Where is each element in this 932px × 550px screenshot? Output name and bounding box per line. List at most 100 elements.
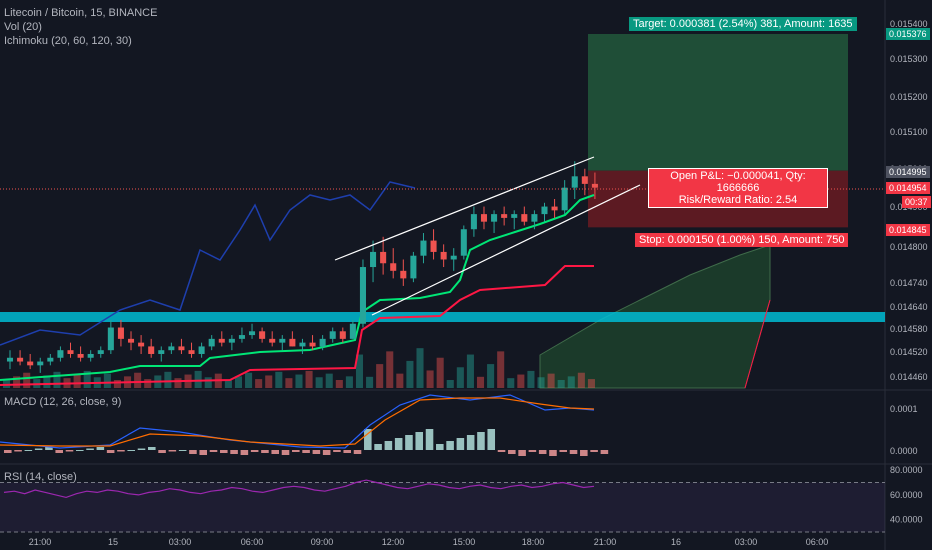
volume-bar bbox=[305, 370, 313, 388]
candle-body bbox=[87, 353, 94, 358]
price-axis-tick: 0.014580 bbox=[890, 324, 928, 334]
macd-histogram-bar bbox=[24, 450, 33, 451]
macd-legend: MACD (12, 26, close, 9) bbox=[4, 396, 122, 408]
candle-body bbox=[269, 338, 276, 343]
volume-bar bbox=[406, 360, 414, 388]
macd-histogram-bar bbox=[415, 432, 424, 450]
volume-bar bbox=[204, 377, 212, 388]
base-line bbox=[0, 265, 594, 386]
time-axis-tick: 03:00 bbox=[735, 537, 758, 547]
candle-body bbox=[259, 331, 266, 339]
macd-histogram-bar bbox=[158, 450, 166, 453]
lagging-span bbox=[0, 181, 416, 346]
target-label[interactable]: Target: 0.000381 (2.54%) 381, Amount: 16… bbox=[629, 17, 857, 31]
price-axis-tick: 0.014640 bbox=[890, 302, 928, 312]
price-axis-tick: 0.014800 bbox=[890, 242, 928, 252]
candle-body bbox=[228, 338, 235, 343]
channel-lower-line bbox=[371, 184, 641, 316]
volume-bar bbox=[43, 375, 51, 388]
entry-price-tag: 0.014995 bbox=[886, 166, 930, 178]
candle-body bbox=[581, 176, 588, 184]
time-axis-tick: 09:00 bbox=[311, 537, 334, 547]
volume-bar bbox=[275, 371, 283, 388]
volume-bar bbox=[53, 371, 61, 388]
volume-bar bbox=[567, 376, 575, 388]
volume-bar bbox=[366, 376, 374, 388]
candle-body bbox=[511, 214, 518, 218]
macd-axis-tick: 0.0000 bbox=[890, 446, 918, 456]
volume-bar bbox=[164, 371, 172, 388]
rsi-axis-tick: 60.0000 bbox=[890, 490, 923, 500]
macd-histogram-bar bbox=[405, 435, 413, 450]
candle-body bbox=[370, 251, 377, 268]
candle-body bbox=[501, 214, 508, 218]
volume-bar bbox=[255, 379, 263, 388]
macd-histogram-bar bbox=[250, 450, 259, 452]
volume-bar bbox=[355, 354, 364, 388]
price-axis-tick: 0.014740 bbox=[890, 278, 928, 288]
macd-histogram-bar bbox=[425, 429, 434, 450]
chart-title: Litecoin / Bitcoin, 15, BINANCE bbox=[4, 7, 158, 19]
macd-histogram-bar bbox=[271, 450, 280, 454]
time-axis-tick: 06:00 bbox=[241, 537, 264, 547]
candle-body bbox=[450, 255, 457, 260]
candle-body bbox=[249, 331, 256, 336]
volume-bar bbox=[315, 377, 323, 388]
candle-body bbox=[77, 353, 84, 358]
volume-bar bbox=[23, 372, 31, 388]
candle-body bbox=[591, 183, 598, 188]
candle-body bbox=[107, 327, 114, 351]
rsi-line bbox=[3, 479, 595, 499]
macd-histogram-bar bbox=[456, 438, 465, 450]
volume-bar bbox=[325, 373, 333, 388]
target-zone bbox=[588, 34, 848, 171]
volume-bar bbox=[557, 380, 565, 388]
volume-bar bbox=[174, 378, 182, 388]
candle-body bbox=[299, 342, 306, 347]
stop-label[interactable]: Stop: 0.000150 (1.00%) 150, Amount: 750 bbox=[635, 233, 849, 247]
candle-body bbox=[531, 214, 538, 222]
price-axis-tick: 0.015400 bbox=[890, 19, 928, 29]
price-axis-tick: 0.014520 bbox=[890, 347, 928, 357]
candle-body bbox=[541, 206, 548, 215]
macd-histogram-bar bbox=[168, 450, 177, 452]
macd-histogram-bar bbox=[528, 450, 537, 452]
macd-histogram-bar bbox=[312, 450, 321, 454]
macd-histogram-bar bbox=[436, 444, 444, 450]
macd-histogram-bar bbox=[580, 450, 588, 456]
macd-histogram-bar bbox=[508, 450, 516, 454]
macd-histogram-bar bbox=[4, 450, 12, 453]
macd-histogram-bar bbox=[45, 447, 53, 450]
volume-bar bbox=[83, 370, 91, 388]
time-axis-tick: 06:00 bbox=[806, 537, 829, 547]
macd-histogram-bar bbox=[240, 450, 249, 455]
volume-bar bbox=[265, 375, 273, 388]
candle-body bbox=[521, 214, 528, 222]
volume-bar bbox=[103, 373, 111, 388]
volume-bar bbox=[426, 370, 434, 388]
macd-histogram-bar bbox=[106, 450, 115, 453]
macd-histogram-bar bbox=[549, 450, 557, 456]
volume-bar bbox=[245, 372, 253, 388]
macd-histogram-bar bbox=[394, 438, 403, 450]
candle-body bbox=[480, 214, 488, 222]
macd-histogram-bar bbox=[384, 441, 393, 450]
macd-histogram-bar bbox=[148, 447, 156, 450]
volume-bar bbox=[113, 380, 121, 388]
candle-body bbox=[138, 342, 145, 347]
price-axis-tick: 0.015200 bbox=[890, 92, 928, 102]
macd-histogram-bar bbox=[220, 450, 228, 453]
open-pnl-box[interactable]: Open P&L: −0.000041, Qty: 1666666 Risk/R… bbox=[648, 168, 828, 208]
time-axis-tick: 15:00 bbox=[453, 537, 476, 547]
candle-body bbox=[491, 214, 498, 222]
candle-body bbox=[97, 350, 104, 354]
macd-histogram-bar bbox=[230, 450, 238, 454]
risk-reward-text: Risk/Reward Ratio: 2.54 bbox=[678, 194, 798, 206]
candle-body bbox=[430, 240, 437, 252]
volume-bar bbox=[416, 348, 424, 388]
macd-histogram-bar bbox=[34, 448, 43, 450]
candle-body bbox=[198, 346, 205, 354]
macd-histogram-bar bbox=[353, 450, 362, 454]
candle-body bbox=[208, 338, 215, 347]
